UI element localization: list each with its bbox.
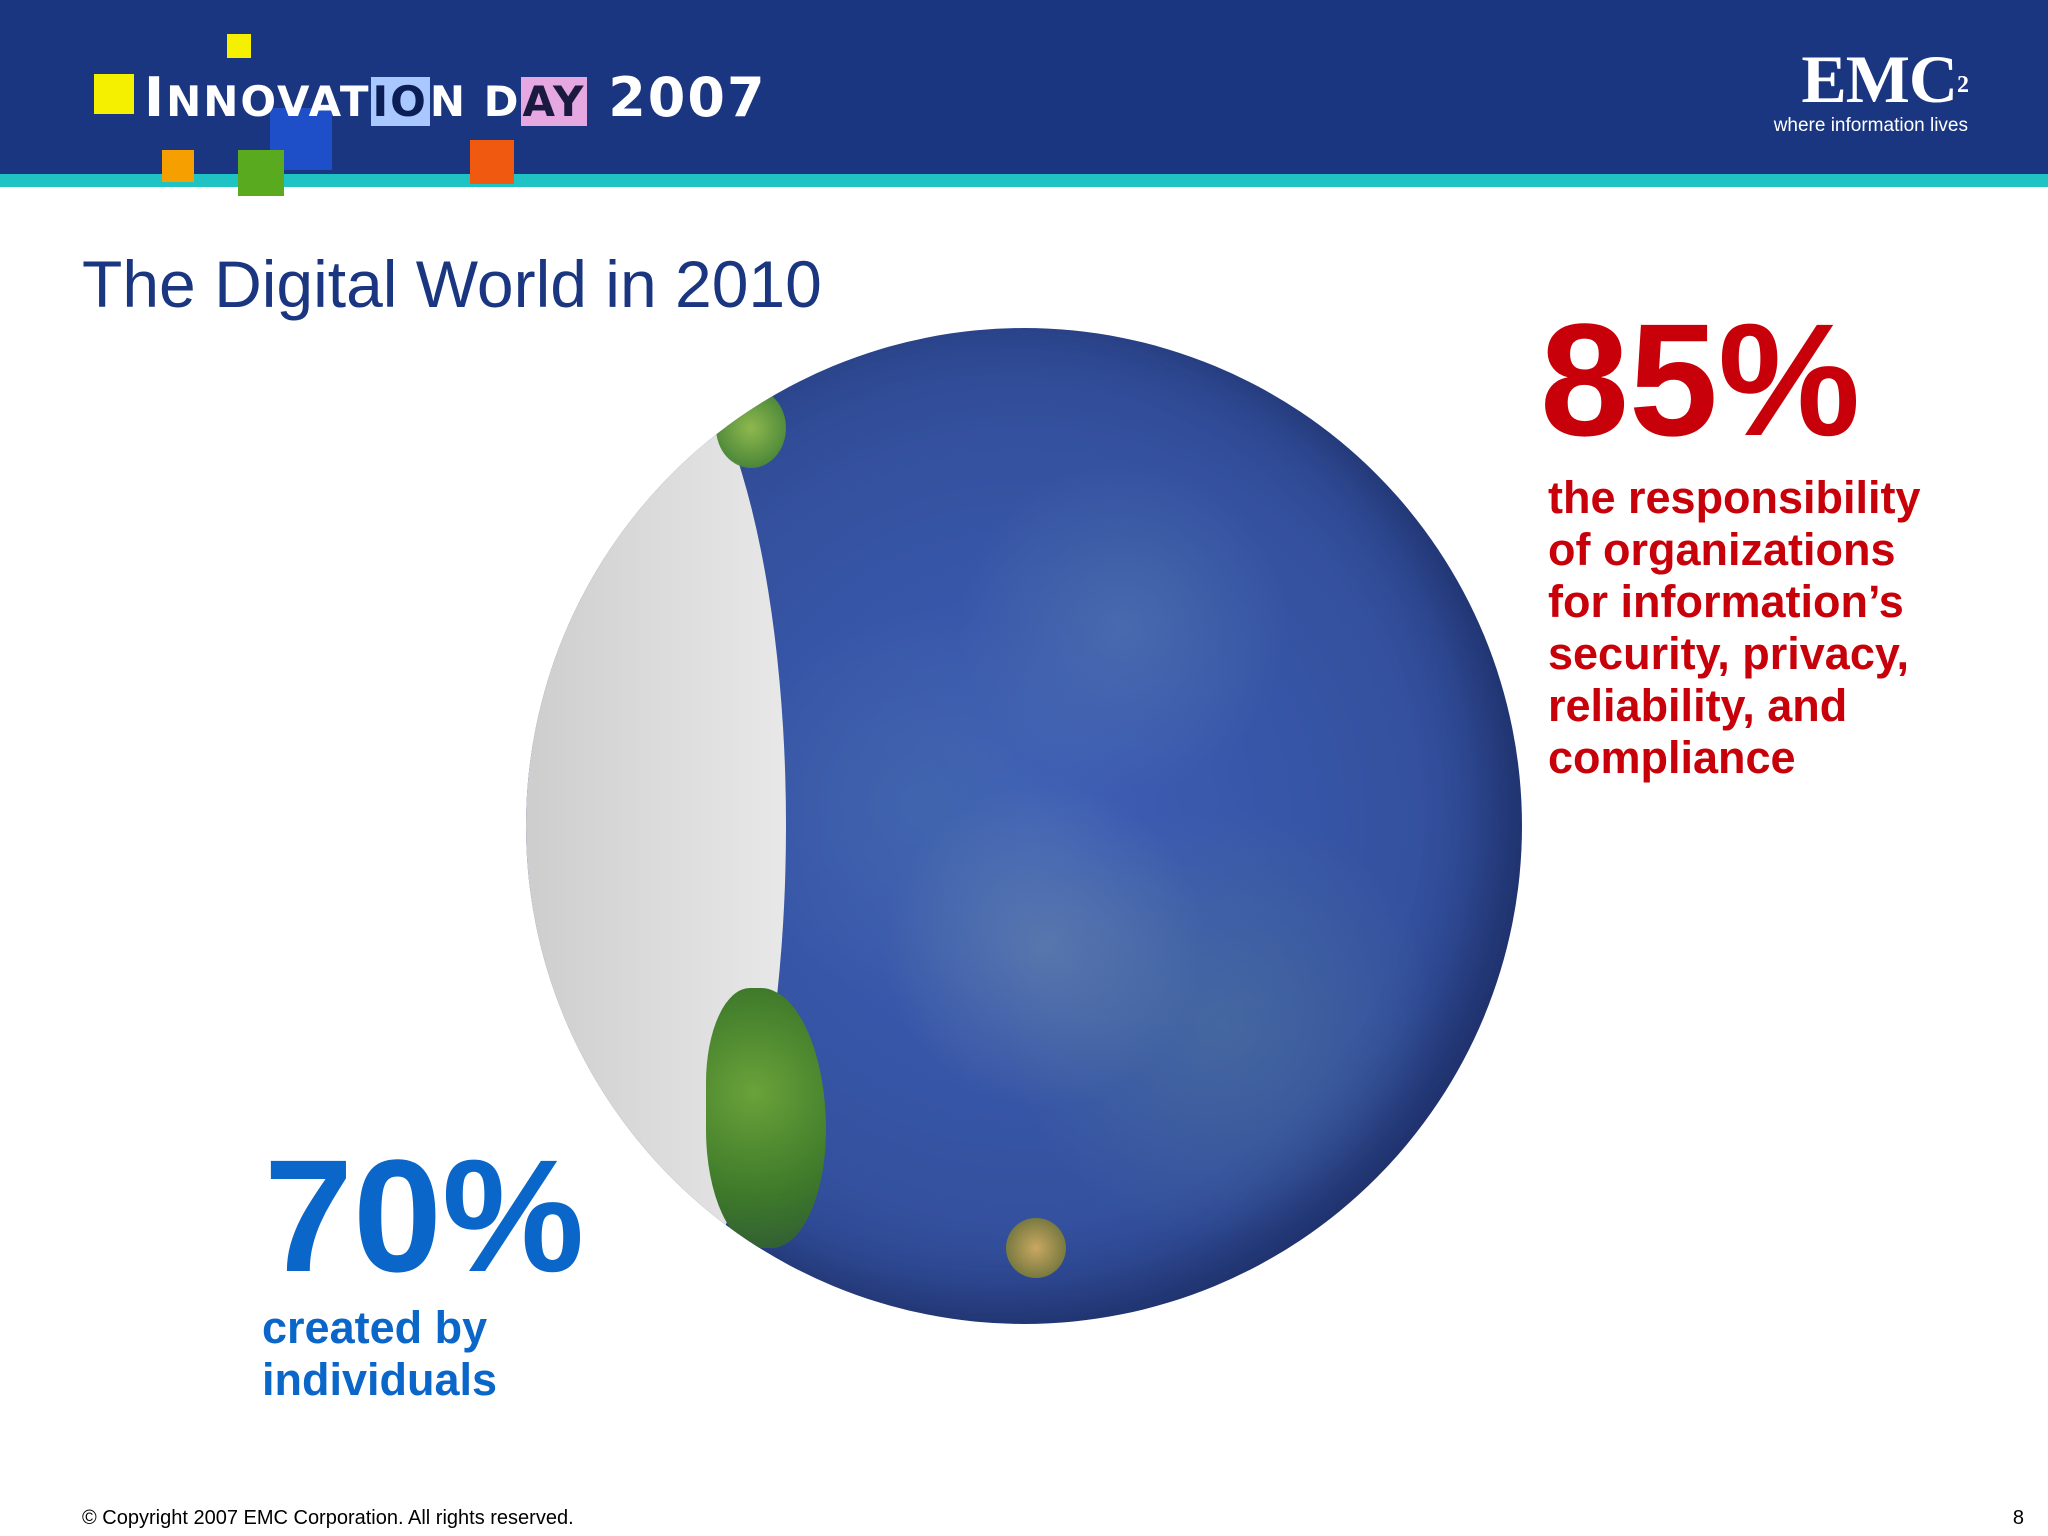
stat-individuals-line: individuals (262, 1354, 498, 1405)
stat-organizations-line: for information’s (1548, 576, 1904, 627)
company-tagline: where information lives (1773, 115, 1968, 136)
stat-organizations-line: the responsibility (1548, 472, 1921, 523)
header-accent-stripe (0, 174, 2048, 187)
stat-organizations-line: reliability, and (1548, 680, 1848, 731)
event-logo-part2: IO (370, 77, 430, 126)
logo-square-green (238, 150, 284, 196)
event-logo-year: 2007 (587, 66, 767, 129)
logo-square-red (470, 140, 514, 184)
stat-individuals-value: 70% (264, 1126, 585, 1305)
logo-square-yellow-main (94, 74, 134, 114)
stat-organizations-value: 85% (1540, 290, 1861, 469)
earth-globe-image (526, 328, 1522, 1324)
stat-individuals-description: created by individuals (262, 1302, 662, 1406)
globe-island (1006, 1218, 1066, 1278)
stat-organizations-line: security, privacy, (1548, 628, 1910, 679)
slide-title: The Digital World in 2010 (82, 247, 822, 321)
globe-landmass (706, 988, 826, 1248)
page-number: 8 (2012, 1507, 2024, 1529)
company-logo-name: EMC2 (1728, 41, 1969, 117)
event-logo-part3: N D (429, 77, 521, 126)
stat-organizations-line: compliance (1548, 732, 1796, 783)
company-logo-superscript: 2 (1957, 72, 1969, 98)
footer-copyright: © Copyright 2007 EMC Corporation. All ri… (82, 1507, 574, 1529)
event-logo-initial: I (144, 66, 167, 129)
company-logo-text: EMC (1801, 41, 1958, 117)
header-bar (0, 0, 2048, 174)
stat-organizations-line: of organizations (1548, 524, 1896, 575)
globe-landmass-small (716, 388, 786, 468)
logo-square-orange (162, 150, 194, 182)
logo-square-yellow-top (227, 34, 251, 58)
event-logo-part1: NNOVAT (166, 77, 371, 126)
stat-individuals-line: created by (262, 1302, 488, 1353)
company-logo: EMC2 where information lives (1728, 41, 1969, 138)
stat-organizations-description: the responsibility of organizations for … (1548, 472, 2028, 784)
event-logo-part4: AY (520, 77, 588, 126)
event-logo: INNOVATION DAY 2007 (144, 58, 767, 138)
